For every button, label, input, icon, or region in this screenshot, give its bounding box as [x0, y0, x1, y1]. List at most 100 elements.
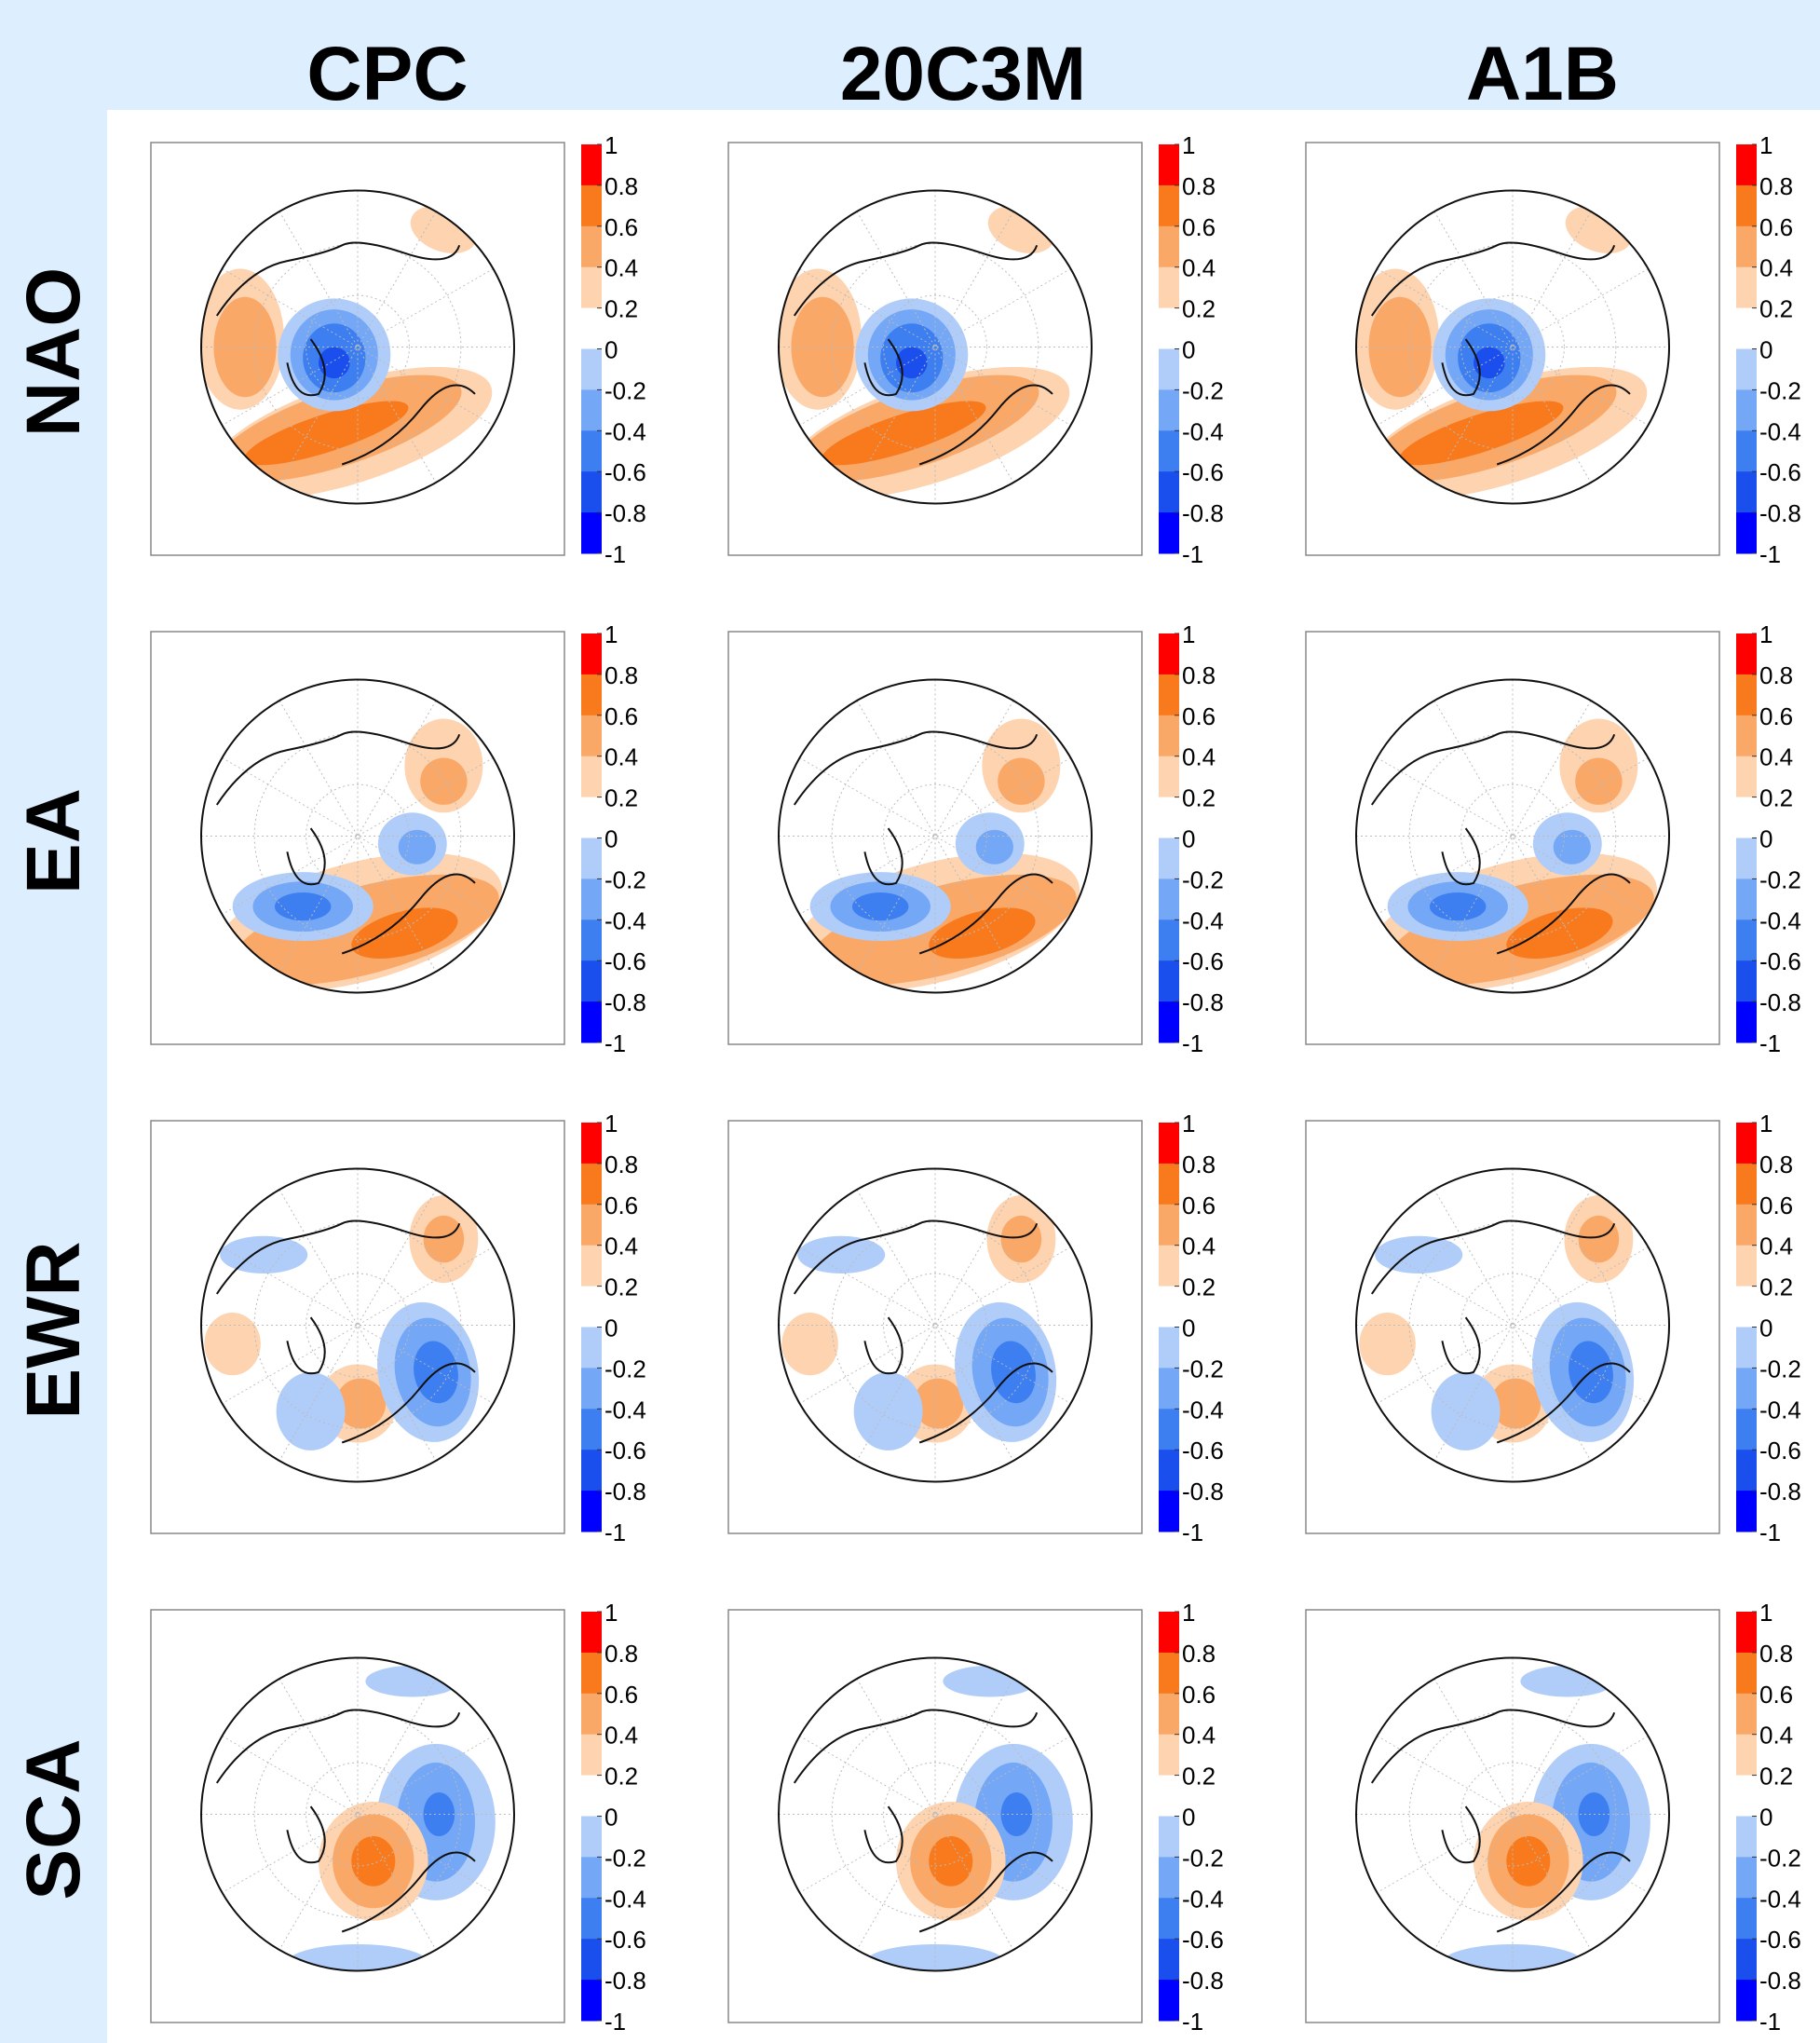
negative-anomaly-contour — [896, 347, 928, 379]
colorbar-segment — [1736, 348, 1757, 390]
positive-anomaly-contour — [213, 296, 277, 398]
colorbar-tick-label: 0.4 — [1759, 743, 1793, 771]
negative-anomaly-contour — [1553, 829, 1591, 865]
colorbar-tick-label: 0.4 — [604, 1233, 638, 1260]
map-boundary — [1355, 1167, 1670, 1483]
positive-anomaly-contour — [1359, 1313, 1416, 1376]
colorbar-segment — [1159, 1775, 1179, 1817]
colorbar-segment — [581, 144, 602, 186]
colorbar-tick-label: 0.8 — [1759, 172, 1793, 200]
map-panel: 1 0.8 0.6 0.4 0.2 0 -0.2 -0.4 -0.6 -0.8 -1 — [1305, 1110, 1801, 1546]
colorbar-segment — [1736, 1693, 1757, 1736]
colorbar: 1 0.8 0.6 0.4 0.2 0 -0.2 -0.4 -0.6 -0.8 -1 — [581, 1599, 646, 2036]
colorbar-segment — [581, 960, 602, 1002]
colorbar-tick-label: 0 — [1182, 336, 1195, 364]
map-boundary — [778, 1656, 1093, 1972]
colorbar: 1 0.8 0.6 0.4 0.2 0 -0.2 -0.4 -0.6 -0.8 -1 — [1736, 1599, 1801, 2036]
colorbar-segment — [581, 1734, 602, 1777]
colorbar-tick-label: 0.4 — [1182, 743, 1216, 771]
colorbar-tick-label: -1 — [604, 1519, 626, 1546]
positive-anomaly-contour — [1578, 1215, 1620, 1263]
meridian-line — [222, 1736, 494, 1893]
meridian-line — [799, 757, 1071, 915]
colorbar-segment — [581, 919, 602, 961]
positive-anomaly-contour — [781, 1313, 838, 1376]
meridian-line — [799, 268, 1071, 426]
colorbar: 1 0.8 0.6 0.4 0.2 0 -0.2 -0.4 -0.6 -0.8 -1 — [1159, 620, 1224, 1057]
colorbar-tick-label: -0.8 — [1759, 1967, 1801, 1995]
colorbar-tick-label: -1 — [604, 540, 626, 568]
colorbar-tick-label: 0.2 — [1182, 1273, 1216, 1301]
colorbar-segment — [1159, 1612, 1179, 1654]
map-panel: 1 0.8 0.6 0.4 0.2 0 -0.2 -0.4 -0.6 -0.8 -1 — [727, 1110, 1224, 1546]
colorbar-tick-label: 1 — [604, 620, 618, 648]
colorbar-tick-label: 0 — [604, 825, 618, 853]
colorbar-segment — [1159, 1898, 1179, 1940]
positive-anomaly-contour — [929, 907, 1036, 960]
colorbar-segment — [581, 1775, 602, 1817]
colorbar-tick-label: -0.8 — [604, 1967, 646, 1995]
colorbar-tick-label: 1 — [1759, 1599, 1772, 1627]
colorbar: 1 0.8 0.6 0.4 0.2 0 -0.2 -0.4 -0.6 -0.8 -1 — [1159, 1599, 1224, 2036]
latitude-circle — [253, 243, 462, 451]
negative-anomaly-contour — [975, 829, 1013, 865]
anomaly-field — [1356, 190, 1669, 504]
colorbar: 1 0.8 0.6 0.4 0.2 0 -0.2 -0.4 -0.6 -0.8 -1 — [581, 131, 646, 568]
colorbar-tick-label: 0.4 — [1759, 1722, 1793, 1750]
colorbar-segment — [1736, 1368, 1757, 1410]
colorbar-segment — [1159, 1204, 1179, 1246]
anomaly-field — [201, 190, 514, 504]
latitude-circle — [1460, 1762, 1565, 1867]
colorbar: 1 0.8 0.6 0.4 0.2 0 -0.2 -0.4 -0.6 -0.8 -1 — [1736, 620, 1801, 1057]
meridian-line — [1377, 1736, 1649, 1893]
colorbar-tick-label: 0.8 — [1182, 661, 1216, 689]
colorbar-tick-label: 0.2 — [1182, 784, 1216, 812]
colorbar-tick-label: 0.4 — [1182, 1722, 1216, 1750]
meridian-line — [222, 757, 494, 915]
colorbar-segment — [1159, 1693, 1179, 1736]
colorbar-segment — [1159, 1939, 1179, 1981]
colorbar-tick-label: -1 — [1759, 1029, 1781, 1057]
colorbar-segment — [1736, 430, 1757, 472]
colorbar-segment — [1736, 1857, 1757, 1899]
colorbar-segment — [1159, 919, 1179, 961]
colorbar-segment — [581, 633, 602, 675]
colorbar-tick-label: 0 — [604, 336, 618, 364]
negative-anomaly-contour — [287, 1943, 428, 1971]
negative-anomaly-contour — [1431, 1371, 1501, 1451]
colorbar-tick-label: -0.2 — [604, 1844, 646, 1872]
map-boundary — [200, 189, 515, 505]
negative-anomaly-contour — [1429, 892, 1487, 921]
colorbar-segment — [581, 1001, 602, 1043]
negative-anomaly-contour — [1442, 1943, 1583, 1971]
meridian-line — [1433, 1678, 1592, 1951]
colorbar-segment — [1736, 1816, 1757, 1858]
colorbar-tick-label: -0.6 — [1182, 947, 1224, 975]
latitude-circle — [831, 732, 1039, 940]
colorbar-segment — [581, 1857, 602, 1899]
positive-anomaly-contour — [1000, 1215, 1042, 1263]
colorbar-tick-label: -0.6 — [604, 458, 646, 486]
colorbar-segment — [1736, 633, 1757, 675]
latitude-circle — [306, 1762, 410, 1867]
colorbar-segment — [1736, 1001, 1757, 1043]
coastline — [1370, 1709, 1631, 1933]
colorbar-tick-label: 0 — [604, 1314, 618, 1342]
colorbar-tick-label: -1 — [1182, 2008, 1203, 2036]
colorbar-tick-label: -0.2 — [1759, 865, 1801, 893]
coastline — [215, 730, 476, 955]
colorbar-segment — [581, 307, 602, 349]
colorbar-tick-label: 0.8 — [604, 1640, 638, 1668]
map-panel: 1 0.8 0.6 0.4 0.2 0 -0.2 -0.4 -0.6 -0.8 -1 — [150, 1110, 646, 1546]
colorbar-segment — [1159, 1980, 1179, 2022]
colorbar-tick-label: 0 — [1759, 336, 1772, 364]
colorbar-segment — [1159, 1450, 1179, 1491]
colorbar-tick-label: -0.2 — [604, 1355, 646, 1382]
meridian-line — [278, 1678, 437, 1951]
coastline — [215, 1709, 476, 1933]
colorbar-tick-label: 0.4 — [1182, 1233, 1216, 1260]
colorbar-tick-label: 0.6 — [604, 1681, 638, 1709]
colorbar-tick-label: -0.2 — [1182, 1844, 1224, 1872]
colorbar-tick-label: -0.4 — [1759, 906, 1801, 934]
colorbar-segment — [581, 756, 602, 798]
